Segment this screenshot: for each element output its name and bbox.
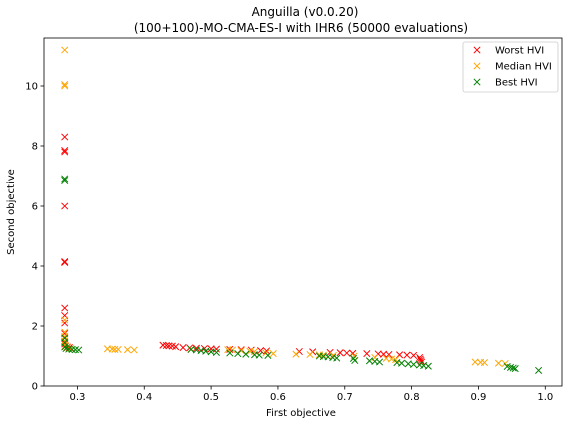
legend-marker [473,46,481,54]
data-point [234,350,242,358]
y-tick-label: 0 [32,382,38,393]
data-point [403,351,411,359]
data-point [192,344,200,352]
legend-box [462,41,559,93]
data-point [250,347,259,356]
data-point [61,82,69,90]
data-point [61,46,69,54]
chart-subtitle: (100+100)-MO-CMA-ES-I with IHR6 (50000 e… [134,21,468,35]
data-point [75,346,83,354]
data-point [111,345,119,353]
data-point [494,359,503,367]
legend-marker [473,78,481,86]
x-tick-label: 0.3 [69,392,85,403]
legend-entry: Worst HVI [495,46,544,57]
data-point [292,350,300,358]
data-point [62,344,70,353]
data-point [351,356,359,365]
data-point [212,345,220,353]
data-point [108,345,116,353]
legend-marker [473,62,481,70]
data-points [61,46,543,374]
y-axis: 0 2 4 6 8 10 [25,82,44,393]
x-tick-label: 0.7 [337,392,353,403]
data-point [130,346,138,354]
series-best-hvi [61,175,543,374]
data-point [333,354,341,362]
data-point [396,351,404,359]
data-point [501,359,509,368]
data-point [385,350,393,359]
data-point [509,364,517,372]
chart-title: Anguilla (v0.0.20) [252,5,359,19]
plot-frame [43,37,563,387]
x-tick-label: 0.5 [203,392,219,403]
y-tick-label: 10 [25,82,38,93]
legend-entry: Median HVI [495,62,552,73]
data-point [61,148,69,156]
data-point [480,359,489,367]
data-point [61,202,69,210]
data-point [123,346,132,354]
data-point [212,348,220,356]
data-point [363,350,371,358]
x-axis: 0.3 0.4 0.5 0.6 0.7 0.8 0.9 1.0 [69,386,553,403]
data-point [306,350,314,359]
x-tick-label: 0.9 [470,392,486,403]
data-point [255,351,263,359]
x-tick-label: 1.0 [537,392,553,403]
data-point [379,350,388,358]
data-point [263,347,271,355]
data-point [61,316,69,324]
data-point [61,304,69,312]
x-axis-label: First objective [266,408,336,419]
data-point [417,356,425,365]
y-tick-label: 6 [32,202,38,213]
y-tick-label: 4 [32,262,38,273]
data-point [418,358,426,366]
data-point [511,365,519,373]
x-tick-label: 0.6 [270,392,286,403]
data-point [471,358,479,366]
data-point [226,349,234,357]
data-point [410,360,418,368]
data-point [61,133,69,141]
data-point [506,363,515,371]
data-point [535,366,543,374]
data-point [375,358,384,366]
data-point [343,349,351,357]
y-axis-label: Second objective [6,169,17,255]
data-point [336,349,344,357]
data-point [172,343,180,351]
data-point [61,258,69,266]
data-point [349,354,358,362]
data-point [61,176,69,185]
plot-area: 0.3 0.4 0.5 0.6 0.7 0.8 0.9 1.0 0 2 4 6 8 10 [25,37,563,403]
data-point [61,146,69,155]
x-tick-label: 0.4 [136,392,152,403]
legend: Worst HVI Median HVI Best HVI [462,41,559,93]
data-point [398,359,406,367]
data-point [207,345,215,353]
data-point [61,319,69,327]
data-point [61,257,69,266]
data-point [410,351,418,359]
data-point [424,362,432,370]
data-point [61,80,69,89]
data-point [242,350,250,358]
data-point [114,345,122,353]
data-point [61,175,69,183]
y-tick-label: 2 [32,322,38,333]
data-point [162,341,170,350]
x-tick-label: 0.8 [404,392,420,403]
data-point [269,350,277,358]
data-point [179,344,187,352]
legend-entry: Best HVI [495,78,538,89]
data-point [257,347,265,355]
data-point [264,351,272,359]
y-tick-label: 8 [32,142,38,153]
